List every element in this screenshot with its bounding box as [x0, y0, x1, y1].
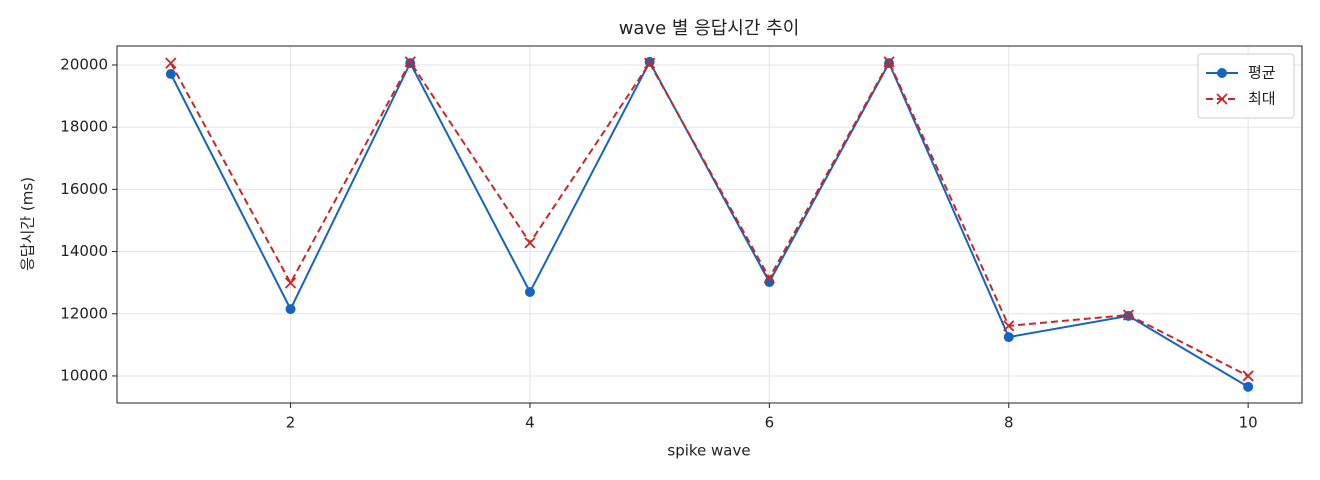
point: [284, 277, 297, 289]
legend-label: 최대: [1248, 90, 1276, 108]
point: [524, 237, 536, 249]
point: [165, 68, 176, 79]
point: [1122, 309, 1135, 321]
series-line: [169, 59, 1249, 377]
point: [1243, 381, 1254, 392]
series-line: [169, 59, 1249, 388]
legend-box: [1197, 53, 1295, 119]
y-tick-label: 20000: [60, 55, 108, 73]
plot-frame: [116, 45, 1303, 404]
legend-label: 평균: [1248, 64, 1276, 82]
y-axis-label: 응답시간 (ms): [19, 177, 37, 271]
x-tick-label: 10: [1239, 414, 1258, 432]
y-tick-label: 18000: [60, 118, 108, 136]
legend-marker: [1216, 93, 1228, 105]
x-tick-label: 2: [286, 414, 296, 432]
point: [524, 286, 535, 297]
point: [763, 272, 775, 284]
point: [165, 57, 177, 69]
point: [883, 56, 895, 68]
x-tick-label: 8: [1004, 414, 1014, 432]
point: [1003, 332, 1014, 343]
x-tick-label: 4: [525, 414, 535, 432]
chart-title: wave 별 응답시간 추이: [619, 18, 800, 39]
point: [1242, 370, 1254, 382]
point: [404, 56, 416, 68]
y-tick-label: 10000: [60, 366, 108, 384]
point: [644, 57, 656, 69]
y-tick-label: 14000: [60, 242, 108, 260]
x-axis-label: spike wave: [667, 442, 750, 460]
point: [285, 304, 296, 315]
x-tick-label: 6: [765, 414, 775, 432]
y-tick-label: 16000: [60, 180, 108, 198]
legend-marker: [1217, 68, 1227, 78]
point: [1003, 320, 1015, 332]
y-tick-label: 12000: [60, 304, 108, 322]
